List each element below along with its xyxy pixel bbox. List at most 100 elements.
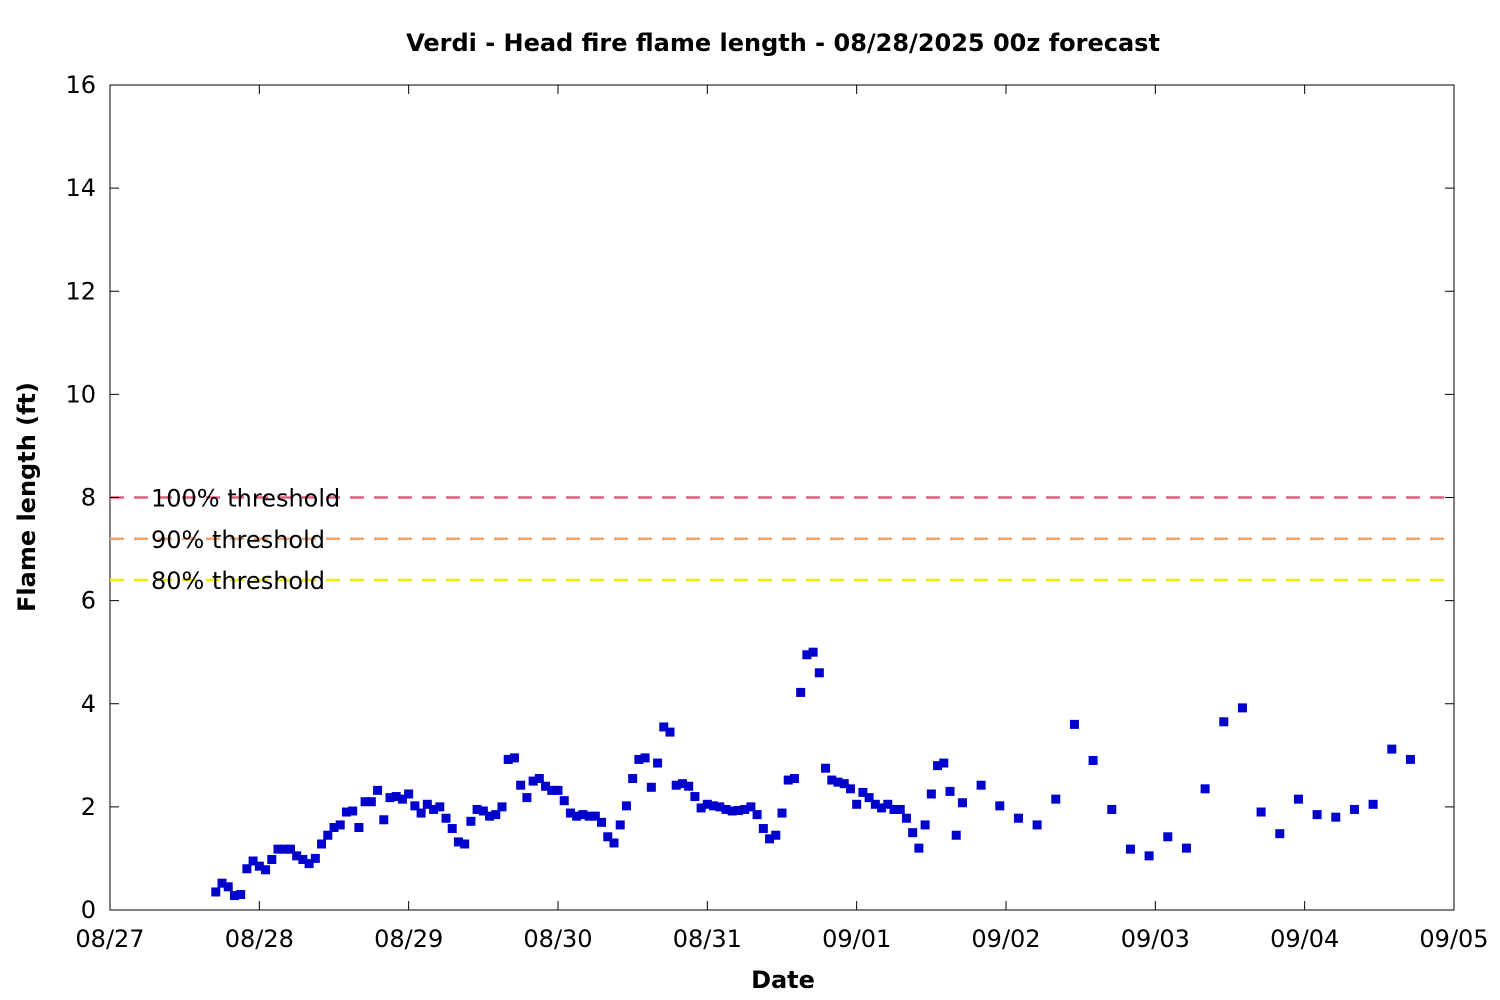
data-point — [1256, 807, 1266, 817]
data-point — [528, 776, 538, 786]
x-tick-label: 09/02 — [971, 925, 1040, 953]
data-point — [597, 817, 607, 827]
data-point — [1032, 820, 1042, 830]
data-point — [653, 758, 663, 768]
data-point — [410, 801, 420, 811]
data-point — [901, 813, 911, 823]
threshold-label: 100% threshold — [151, 485, 340, 513]
data-point — [665, 727, 675, 737]
data-point — [690, 792, 700, 802]
data-point — [478, 806, 488, 816]
data-point — [1405, 754, 1415, 764]
data-point — [615, 820, 625, 830]
data-point — [951, 830, 961, 840]
data-point — [758, 824, 768, 834]
data-point — [522, 793, 532, 803]
data-point — [466, 816, 476, 826]
data-point — [1069, 719, 1079, 729]
data-point — [933, 761, 943, 771]
data-point — [914, 843, 924, 853]
data-point — [211, 887, 221, 897]
x-tick-label: 08/29 — [374, 925, 443, 953]
y-tick-label: 0 — [81, 896, 96, 924]
data-point — [578, 810, 588, 820]
data-point — [397, 794, 407, 804]
data-point — [821, 763, 831, 773]
data-point — [317, 839, 327, 849]
data-point — [360, 797, 370, 807]
data-point — [553, 785, 563, 795]
data-point — [261, 865, 271, 875]
data-point — [864, 793, 874, 803]
data-point — [603, 832, 613, 842]
y-tick-label: 6 — [81, 587, 96, 615]
data-point — [771, 830, 781, 840]
data-point — [485, 811, 495, 821]
data-point — [908, 828, 918, 838]
data-point — [845, 784, 855, 794]
data-point — [391, 792, 401, 802]
data-point — [447, 824, 457, 834]
data-point — [877, 803, 887, 813]
y-tick-label: 14 — [65, 174, 96, 202]
data-point — [783, 775, 793, 785]
y-axis-ticks: 0 2 4 6 8 10 12 14 16 — [65, 71, 1454, 924]
data-point — [366, 797, 376, 807]
data-point — [453, 837, 463, 847]
data-point — [565, 808, 575, 818]
data-point — [752, 810, 762, 820]
data-point — [777, 808, 787, 818]
data-point — [684, 781, 694, 791]
data-point — [1107, 804, 1117, 814]
data-point — [796, 687, 806, 697]
x-axis-ticks: 08/27 08/28 08/29 08/30 08/31 09/01 09/02 09/03… — [75, 85, 1489, 953]
data-point — [323, 830, 333, 840]
x-tick-label: 08/30 — [523, 925, 592, 953]
data-point — [304, 859, 314, 869]
data-point — [827, 775, 837, 785]
data-point — [373, 785, 383, 795]
data-point — [1200, 784, 1210, 794]
data-point — [696, 803, 706, 813]
data-point — [957, 798, 967, 808]
data-point — [939, 758, 949, 768]
data-point — [385, 793, 395, 803]
data-point — [267, 854, 277, 864]
data-point — [839, 779, 849, 789]
data-point — [416, 808, 426, 818]
data-point — [1144, 851, 1154, 861]
data-point — [765, 834, 775, 844]
data-point — [379, 815, 389, 825]
data-point — [298, 854, 308, 864]
data-point — [335, 820, 345, 830]
x-tick-label: 09/04 — [1270, 925, 1339, 953]
data-point — [1088, 755, 1098, 765]
data-point — [889, 804, 899, 814]
data-point — [503, 754, 513, 764]
data-point — [590, 811, 600, 821]
data-point — [976, 780, 986, 790]
data-point — [584, 811, 594, 821]
data-point — [1331, 812, 1341, 822]
y-tick-label: 8 — [81, 484, 96, 512]
data-point — [1312, 810, 1322, 820]
data-point — [995, 801, 1005, 811]
data-point — [242, 864, 252, 874]
data-point — [534, 774, 544, 784]
data-point — [671, 780, 681, 790]
x-tick-label: 08/27 — [75, 925, 144, 953]
data-point — [1125, 844, 1135, 854]
data-point — [895, 804, 905, 814]
data-point — [310, 853, 320, 863]
x-tick-label: 09/03 — [1121, 925, 1190, 953]
data-point — [1368, 799, 1378, 809]
data-point — [229, 891, 239, 901]
data-point — [285, 844, 295, 854]
data-point — [920, 820, 930, 830]
data-point — [223, 882, 233, 892]
data-point — [640, 753, 650, 763]
data-point — [1237, 703, 1247, 713]
data-point — [1051, 794, 1061, 804]
data-point — [1349, 804, 1359, 814]
